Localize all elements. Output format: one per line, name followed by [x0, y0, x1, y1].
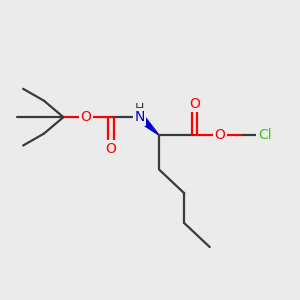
Text: Cl: Cl: [258, 128, 272, 142]
Text: H: H: [134, 102, 144, 115]
Text: O: O: [215, 128, 226, 142]
Text: N: N: [134, 110, 145, 124]
Polygon shape: [136, 114, 159, 135]
Text: O: O: [106, 142, 117, 155]
Text: O: O: [80, 110, 91, 124]
Text: O: O: [189, 97, 200, 111]
